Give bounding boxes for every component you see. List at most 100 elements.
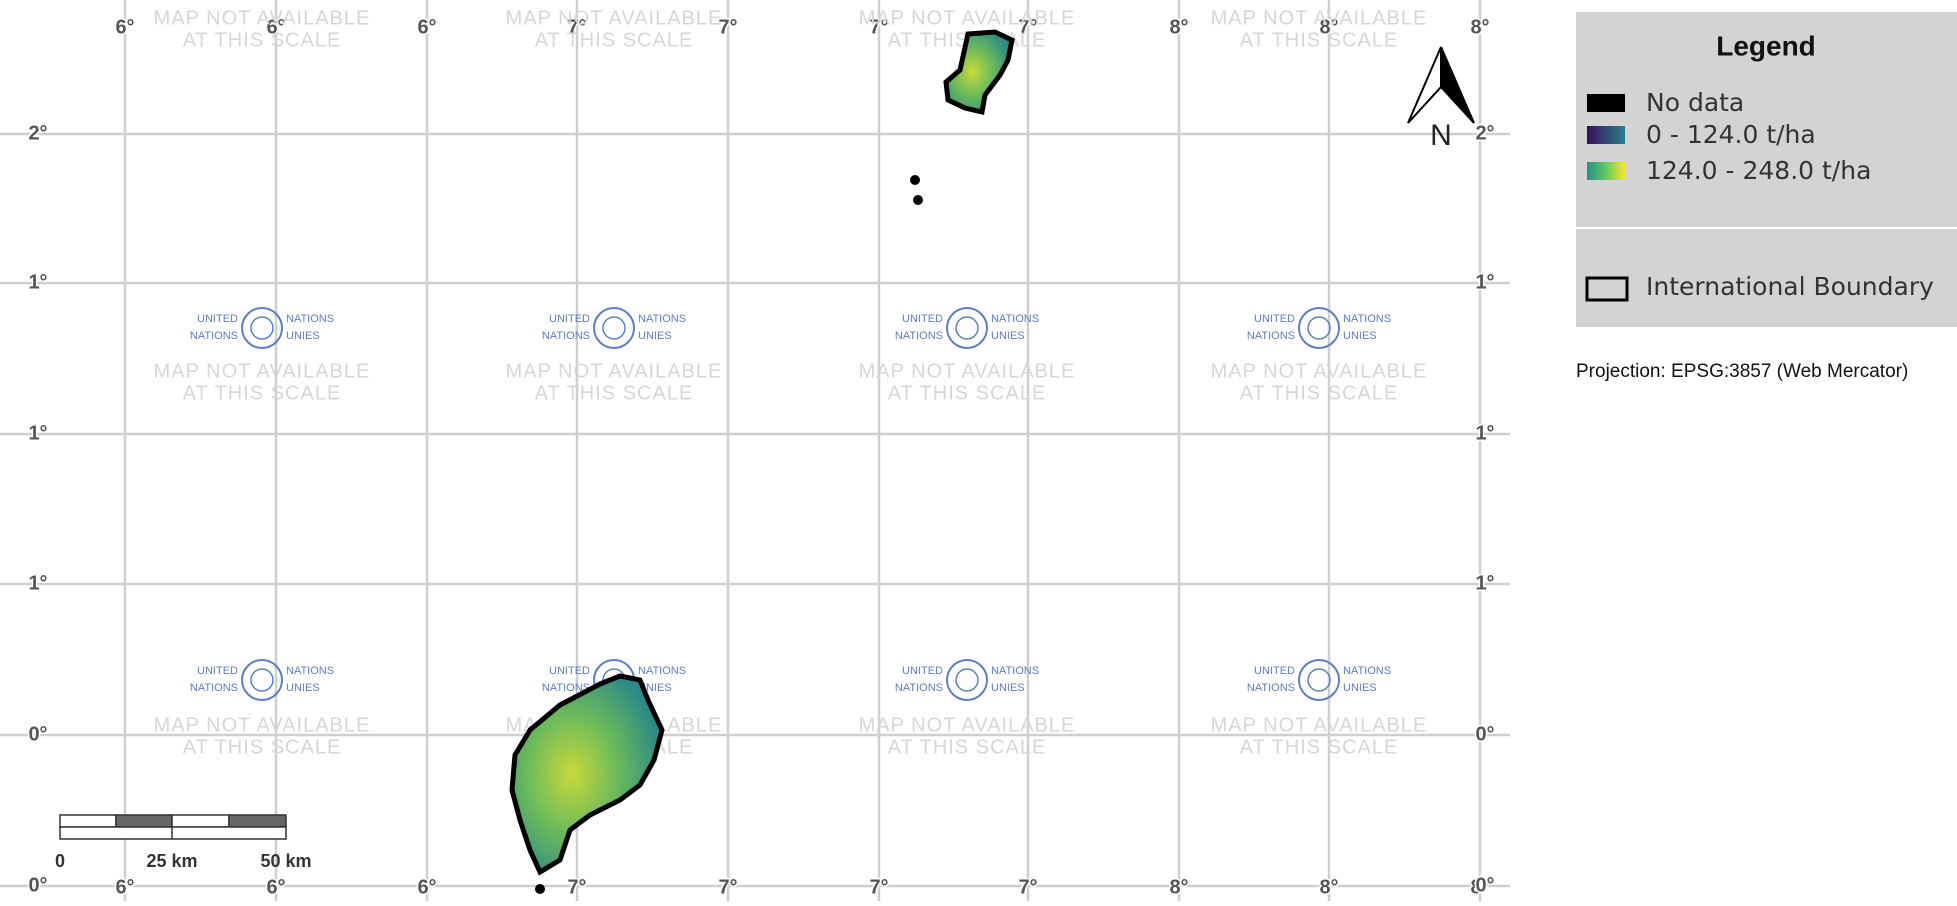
legend: Legend No data 0 - 124.0 t/ha 124.0 - 24… — [1576, 12, 1957, 327]
watermark: AT THIS SCALE — [183, 736, 342, 758]
grid-label: 2° — [28, 122, 47, 144]
grid-label: 7° — [567, 876, 586, 898]
un-logo-text: UNITED — [902, 313, 943, 325]
un-logo-text: NATIONS — [895, 330, 943, 342]
grid-label: 6° — [115, 876, 134, 898]
grid-label: 0° — [1475, 723, 1494, 745]
un-logo-text: NATIONS — [1247, 682, 1295, 694]
watermark: MAP NOT AVAILABLE — [1211, 714, 1428, 736]
un-logo-text: NATIONS — [1343, 313, 1391, 325]
watermark: AT THIS SCALE — [535, 382, 694, 404]
legend-title: Legend — [1716, 30, 1816, 61]
un-logo — [1299, 660, 1339, 700]
un-logo — [947, 660, 987, 700]
watermark: MAP NOT AVAILABLE — [1211, 7, 1428, 29]
scale-label: 25 km — [146, 851, 197, 871]
watermark: AT THIS SCALE — [888, 736, 1047, 758]
grid-label: 1° — [28, 572, 47, 594]
un-logo — [603, 317, 625, 339]
watermark: MAP NOT AVAILABLE — [859, 7, 1076, 29]
un-logo-text: UNIES — [1343, 330, 1377, 342]
un-logo — [251, 317, 273, 339]
un-logo-text: NATIONS — [1247, 330, 1295, 342]
un-logo-text: UNITED — [197, 665, 238, 677]
grid-label: 7° — [718, 876, 737, 898]
un-logo — [251, 669, 273, 691]
legend-item: 0 - 124.0 t/ha — [1646, 120, 1816, 149]
grid-label: 6° — [115, 16, 134, 38]
grid-label: 0° — [28, 874, 47, 896]
un-logo — [1308, 317, 1330, 339]
un-logo-text: UNITED — [1254, 313, 1295, 325]
grid-label: 8° — [1169, 876, 1188, 898]
watermark: MAP NOT AVAILABLE — [154, 714, 371, 736]
un-logo-text: NATIONS — [991, 665, 1039, 677]
legend-swatch — [1587, 126, 1625, 144]
grid-label: 1° — [1475, 422, 1494, 444]
map-view: 6°6°6°7°7°7°7°8°8°8°6°6°6°7°7°7°7°8°8°8°… — [0, 0, 1957, 901]
watermark: AT THIS SCALE — [1240, 736, 1399, 758]
un-logo-text: NATIONS — [638, 665, 686, 677]
un-logo-text: UNITED — [549, 313, 590, 325]
grid-label: 8° — [1169, 16, 1188, 38]
watermark: AT THIS SCALE — [1240, 29, 1399, 51]
un-logo-text: NATIONS — [190, 682, 238, 694]
watermark: AT THIS SCALE — [1240, 382, 1399, 404]
legend-swatch — [1587, 94, 1625, 112]
un-logo-text: NATIONS — [542, 330, 590, 342]
legend-item: No data — [1646, 88, 1744, 117]
un-logo-text: NATIONS — [286, 665, 334, 677]
watermark: MAP NOT AVAILABLE — [1211, 360, 1428, 382]
watermark: AT THIS SCALE — [183, 382, 342, 404]
grid-label: 7° — [1018, 876, 1037, 898]
projection-note: Projection: EPSG:3857 (Web Mercator) — [1576, 361, 1908, 382]
un-logo-text: UNITED — [549, 665, 590, 677]
watermark: MAP NOT AVAILABLE — [859, 360, 1076, 382]
legend-item: International Boundary — [1646, 272, 1934, 301]
grid-label: 1° — [28, 422, 47, 444]
un-logo-text: UNITED — [902, 665, 943, 677]
legend-item: 124.0 - 248.0 t/ha — [1646, 156, 1871, 185]
scale-label: 50 km — [260, 851, 311, 871]
scale-bar: 0 25 km 50 km — [55, 815, 312, 871]
un-logo-text: UNIES — [1343, 682, 1377, 694]
un-logo — [956, 317, 978, 339]
un-logo-text: UNIES — [286, 330, 320, 342]
north-arrow: N — [1408, 47, 1474, 152]
un-logo — [1308, 669, 1330, 691]
un-logo-text: UNIES — [991, 682, 1025, 694]
un-logo — [947, 308, 987, 348]
watermark: AT THIS SCALE — [183, 29, 342, 51]
un-logo — [1299, 308, 1339, 348]
un-logo-text: NATIONS — [286, 313, 334, 325]
un-logo-text: UNITED — [1254, 665, 1295, 677]
islet — [535, 884, 545, 894]
scale-label: 0 — [55, 851, 65, 871]
grid-label: 0° — [28, 723, 47, 745]
islet — [913, 195, 923, 205]
un-logo-text: UNITED — [197, 313, 238, 325]
grid-label: 7° — [869, 876, 888, 898]
un-logo-text: NATIONS — [991, 313, 1039, 325]
grid-label: 6° — [266, 876, 285, 898]
un-logo-text: NATIONS — [190, 330, 238, 342]
watermark: MAP NOT AVAILABLE — [506, 360, 723, 382]
un-logo — [594, 308, 634, 348]
grid-label: 0° — [1475, 874, 1494, 896]
legend-swatch — [1587, 162, 1625, 180]
grid-label: 1° — [1475, 572, 1494, 594]
watermark: MAP NOT AVAILABLE — [506, 7, 723, 29]
un-logo-text: UNIES — [991, 330, 1025, 342]
islet — [910, 175, 920, 185]
page: 6°6°6°7°7°7°7°8°8°8°6°6°6°7°7°7°7°8°8°8°… — [0, 0, 1957, 901]
un-logo — [956, 669, 978, 691]
grid-label: 8° — [1470, 16, 1489, 38]
north-label: N — [1430, 119, 1452, 152]
un-logo-text: NATIONS — [638, 313, 686, 325]
watermark: MAP NOT AVAILABLE — [154, 360, 371, 382]
un-logo-text: UNIES — [638, 330, 672, 342]
watermark: MAP NOT AVAILABLE — [859, 714, 1076, 736]
grid-label: 6° — [417, 16, 436, 38]
un-logo-text: NATIONS — [1343, 665, 1391, 677]
watermark: AT THIS SCALE — [535, 29, 694, 51]
